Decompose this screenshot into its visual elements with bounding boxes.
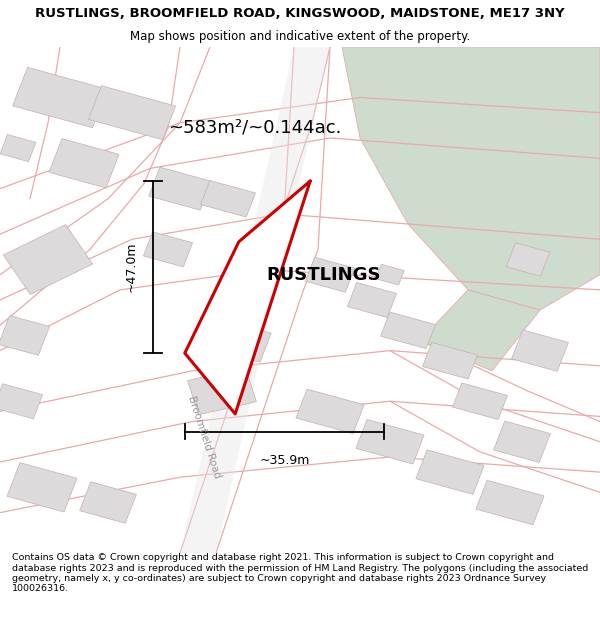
Polygon shape	[420, 290, 540, 371]
Polygon shape	[0, 384, 43, 419]
Text: ~583m²/~0.144ac.: ~583m²/~0.144ac.	[168, 119, 341, 137]
Polygon shape	[4, 224, 92, 294]
Text: RUSTLINGS: RUSTLINGS	[267, 266, 381, 284]
Polygon shape	[200, 181, 256, 217]
Text: ~35.9m: ~35.9m	[259, 454, 310, 468]
Polygon shape	[13, 68, 107, 128]
Polygon shape	[494, 421, 550, 462]
Text: Broomfield Road: Broomfield Road	[186, 394, 222, 479]
Text: Map shows position and indicative extent of the property.: Map shows position and indicative extent…	[130, 30, 470, 43]
Polygon shape	[380, 312, 436, 349]
Polygon shape	[0, 316, 50, 356]
Polygon shape	[180, 47, 330, 553]
Polygon shape	[512, 330, 568, 371]
Polygon shape	[49, 139, 119, 188]
Polygon shape	[7, 462, 77, 512]
Polygon shape	[506, 242, 550, 276]
Text: RUSTLINGS, BROOMFIELD ROAD, KINGSWOOD, MAIDSTONE, ME17 3NY: RUSTLINGS, BROOMFIELD ROAD, KINGSWOOD, M…	[35, 7, 565, 19]
Polygon shape	[80, 482, 136, 523]
Polygon shape	[149, 167, 211, 210]
Polygon shape	[0, 134, 36, 162]
Polygon shape	[342, 47, 600, 310]
Polygon shape	[347, 282, 397, 318]
Polygon shape	[185, 181, 310, 414]
Polygon shape	[88, 86, 176, 140]
Text: Contains OS data © Crown copyright and database right 2021. This information is : Contains OS data © Crown copyright and d…	[12, 553, 588, 593]
Polygon shape	[209, 319, 271, 362]
Polygon shape	[416, 450, 484, 494]
Polygon shape	[188, 368, 256, 415]
Polygon shape	[296, 389, 364, 434]
Polygon shape	[356, 419, 424, 464]
Polygon shape	[452, 383, 508, 419]
Polygon shape	[143, 232, 193, 267]
Text: ~47.0m: ~47.0m	[125, 242, 138, 292]
Polygon shape	[305, 257, 355, 292]
Polygon shape	[376, 264, 404, 285]
Polygon shape	[476, 480, 544, 525]
Polygon shape	[422, 342, 478, 379]
